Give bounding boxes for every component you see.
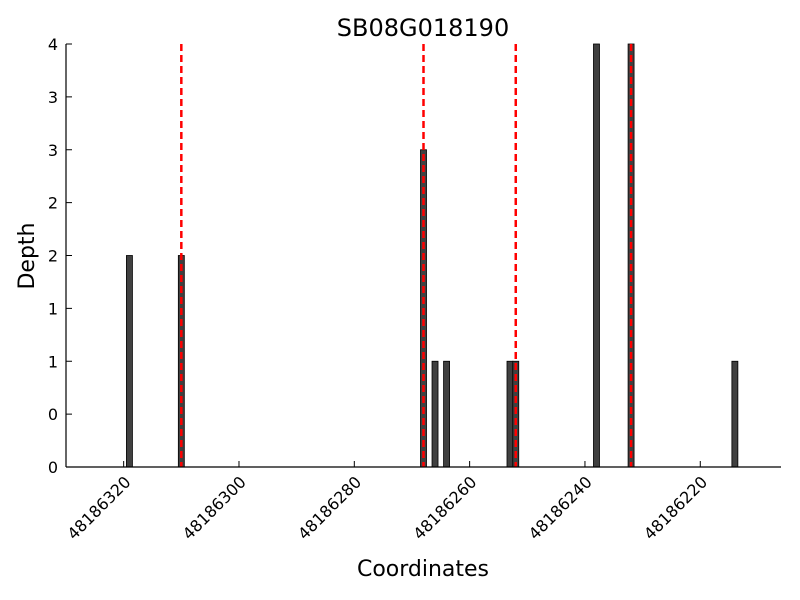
y-tick-label: 0 [48,405,58,424]
depth-bar [731,360,739,468]
x-tick-label: 48186320 [63,472,134,543]
x-tick-label: 48186280 [294,472,365,543]
y-tick-label: 3 [48,141,58,160]
depth-bar [126,255,133,468]
depth-bar [593,43,600,468]
x-tick-label: 48186260 [409,472,480,543]
y-tick-label: 1 [48,352,58,371]
y-axis-label: Depth [15,222,40,289]
depth-bar [431,360,439,468]
y-tick-label: 3 [48,88,58,107]
depth-bar [443,360,450,468]
y-tick-label: 0 [48,458,58,477]
x-tick-label: 48186240 [525,472,596,543]
y-tick-label: 2 [48,194,58,213]
chart-title: SB08G018190 [337,14,509,42]
markers-group [180,44,633,467]
depth-bar [506,360,514,468]
y-tick-label: 4 [48,35,58,54]
bars-group [126,43,739,468]
y-tick-label: 1 [48,299,58,318]
y-tick-label: 2 [48,247,58,266]
x-tick-label: 48186300 [179,472,250,543]
x-tick-label: 48186220 [640,472,711,543]
x-axis-label: Coordinates [357,557,489,582]
